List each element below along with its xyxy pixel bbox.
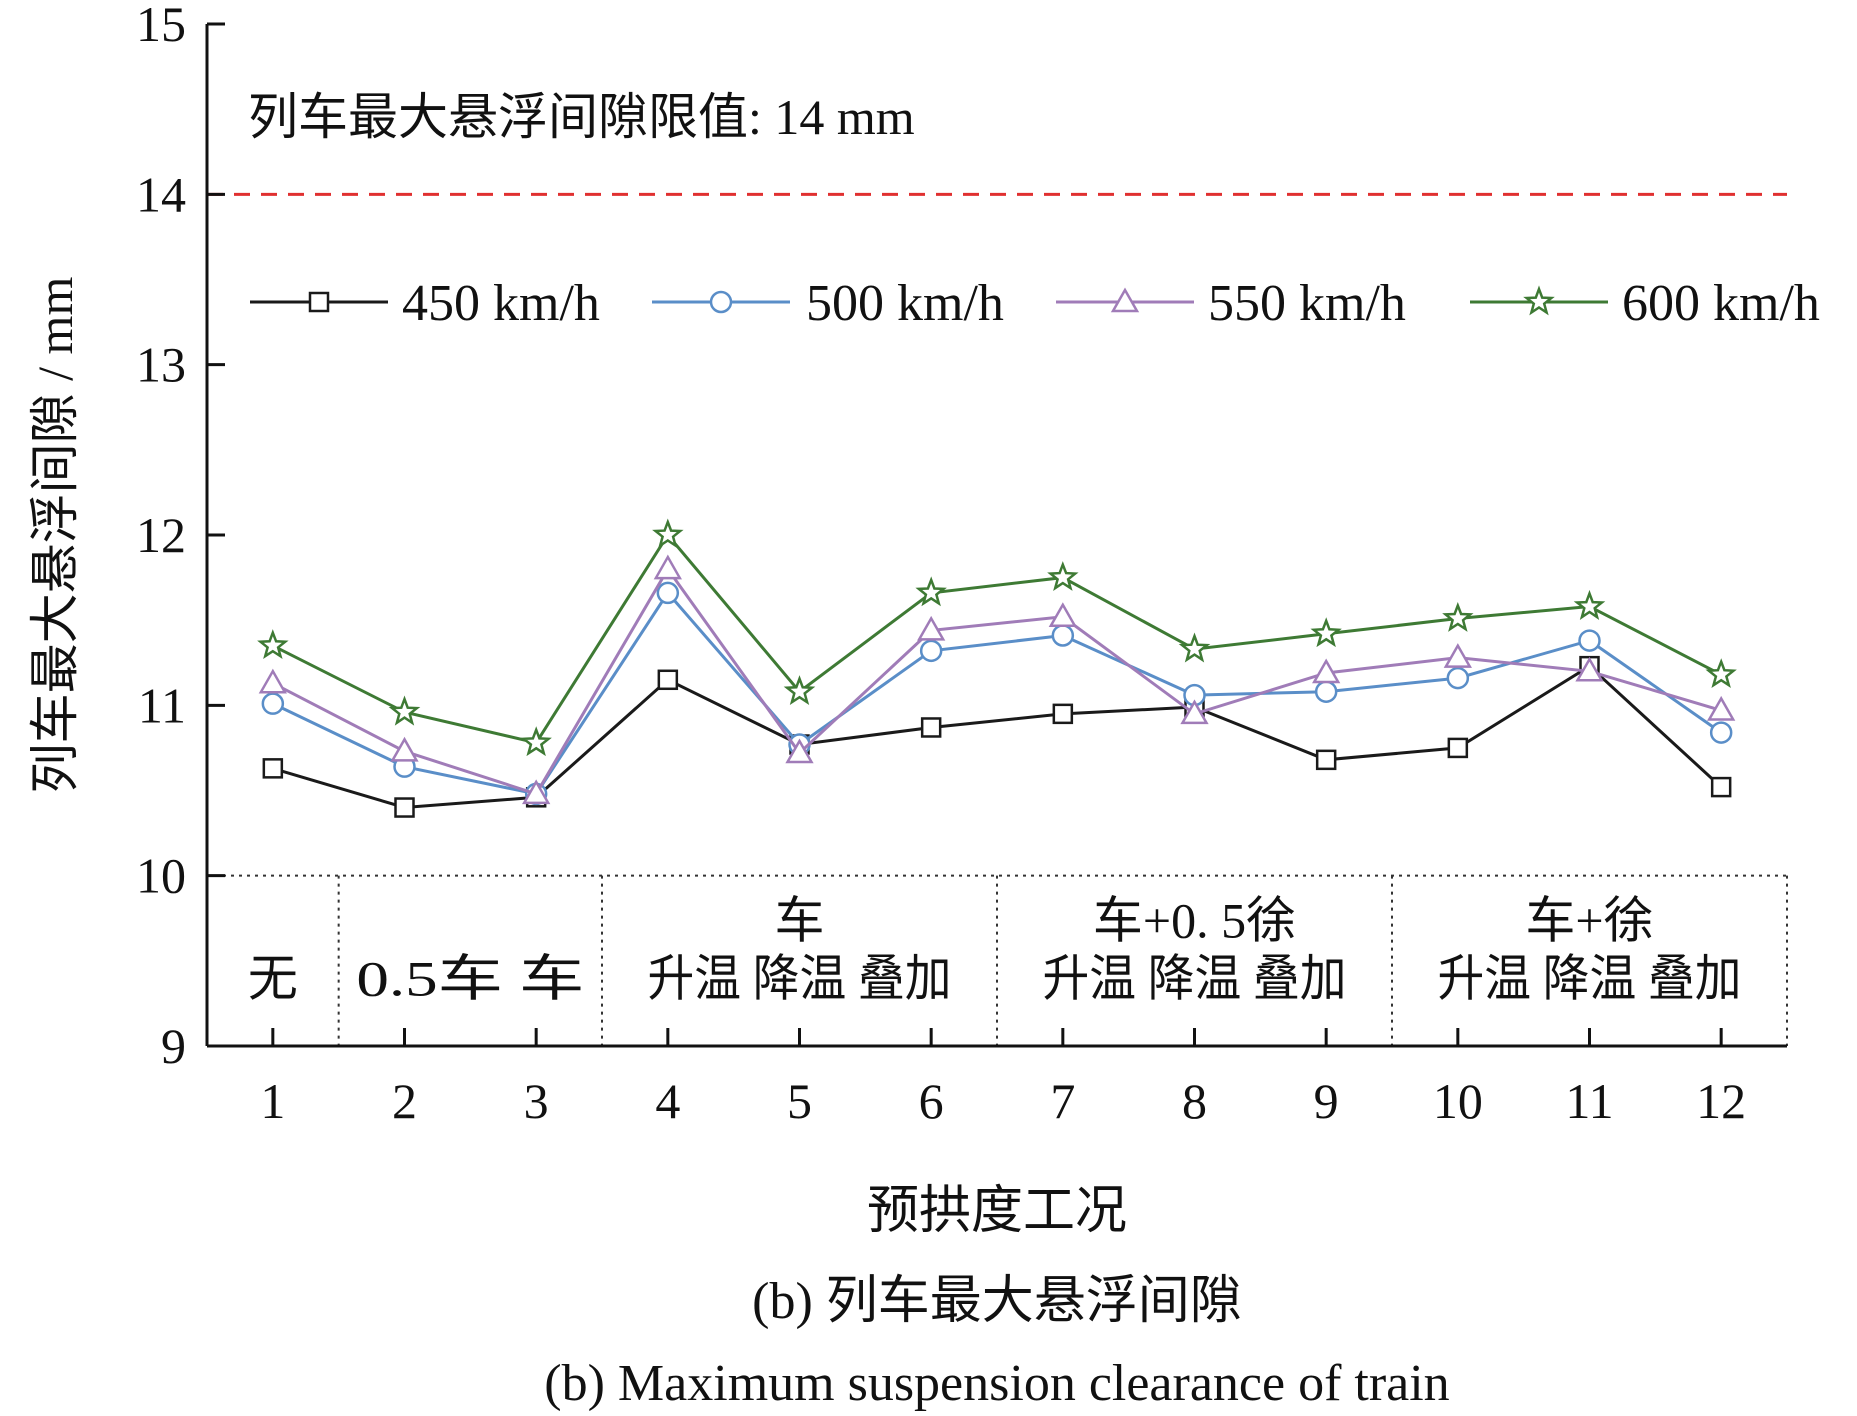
data-point-triangle [258,668,287,694]
data-point-square [308,291,330,313]
data-point-circle [1314,680,1338,703]
limit-annotation: 列车最大悬浮间隙限值: 14 mm [248,89,915,145]
caption-english: (b) Maximum suspension clearance of trai… [544,1355,1449,1412]
x-tick-label: 9 [1314,1073,1339,1129]
data-point-square [1315,749,1337,771]
data-point-star [388,695,421,726]
x-tick-label: 7 [1050,1073,1075,1129]
y-tick-label: 12 [136,507,186,563]
series-line [272,590,1723,796]
x-tick-label: 1 [260,1073,285,1129]
x-tick-label: 3 [524,1073,549,1129]
data-point-triangle [1575,656,1604,682]
y-tick-label: 10 [136,848,186,904]
data-point-square [657,669,679,691]
data-point-square [1052,703,1074,725]
data-point-triangle [785,738,814,764]
series-3 [257,518,1737,757]
data-point-star [652,518,684,549]
data-point-triangle [1443,643,1472,668]
series-1 [261,581,1733,806]
y-tick-label: 13 [136,337,186,393]
group-label-top: 车+0. 5徐 [1093,893,1296,949]
data-point-square [1710,776,1732,798]
data-point-star [1573,589,1606,620]
y-tick-label: 11 [138,677,186,733]
series-layer [257,518,1737,818]
data-point-circle [1446,666,1470,690]
data-point-triangle [1707,695,1736,721]
data-point-triangle [522,779,551,805]
data-point-triangle [1312,658,1341,684]
legend: 450 km/h 500 km/h 550 km/h 600 km/h [250,275,1820,332]
y-axis-label: 列车最大悬浮间隙 / mm [27,277,83,794]
data-point-star [1523,285,1555,316]
group-label-bottom: 0.5车 车 [356,951,584,1007]
legend-entry-3: 600 km/h [1470,275,1820,332]
series-line [272,566,1722,796]
x-axis-label: 预拱度工况 [867,1183,1127,1240]
legend-label: 500 km/h [806,275,1004,332]
data-point-star [1178,632,1211,663]
group-label-bottom: 升温 降温 叠加 [1438,951,1742,1007]
series-0 [262,655,1732,818]
legend-label: 450 km/h [402,275,600,332]
data-point-triangle [1048,602,1077,628]
data-point-triangle [1180,699,1209,725]
data-point-star [1705,658,1737,689]
data-point-triangle [390,736,419,762]
series-2 [258,554,1736,805]
data-point-star [1310,617,1342,648]
y-tick-label: 9 [161,1018,186,1074]
data-point-circle [1709,721,1733,744]
legend-entry-2: 550 km/h [1056,275,1406,332]
group-label-top: 车 [775,893,825,949]
data-point-circle [709,290,733,314]
group-label-top: 车+徐 [1525,893,1653,949]
data-point-circle [1578,629,1601,652]
data-point-triangle [1110,287,1140,313]
y-tick-label: 14 [136,166,186,222]
legend-entry-1: 500 km/h [652,275,1004,332]
legend-label: 600 km/h [1622,275,1820,332]
caption-chinese: (b) 列车最大悬浮间隙 [752,1273,1242,1330]
x-tick-label: 5 [787,1073,812,1129]
x-tick-label: 2 [392,1073,417,1129]
data-point-star [520,726,552,757]
x-tick-label: 10 [1433,1073,1483,1129]
data-point-circle [656,581,680,605]
data-point-circle [261,692,285,715]
series-line [272,532,1722,745]
data-point-square [1447,737,1469,759]
legend-label: 550 km/h [1208,275,1406,332]
group-label-bottom: 升温 降温 叠加 [648,951,952,1007]
axes [205,22,1787,1048]
x-tick-label: 4 [655,1073,680,1129]
x-tick-label: 6 [919,1073,944,1129]
data-point-star [915,576,947,607]
group-label-bottom: 升温 降温 叠加 [1043,951,1347,1007]
y-tick-label: 15 [136,0,186,52]
series-line [272,664,1723,810]
data-point-triangle [653,554,682,580]
data-point-triangle [917,615,946,641]
group-label-bottom: 无 [248,951,298,1007]
data-point-square [262,758,284,779]
x-tick-label: 12 [1696,1073,1746,1129]
data-point-star [1442,601,1474,632]
x-tick-label: 8 [1182,1073,1207,1129]
data-point-circle [1051,624,1075,647]
data-point-star [1047,561,1079,591]
x-tick-label: 11 [1565,1073,1613,1129]
data-point-square [394,797,415,818]
legend-entry-0: 450 km/h [250,275,600,332]
data-point-star [783,675,816,706]
data-point-square [920,717,942,738]
data-point-circle [919,639,943,663]
data-point-star [257,629,289,660]
